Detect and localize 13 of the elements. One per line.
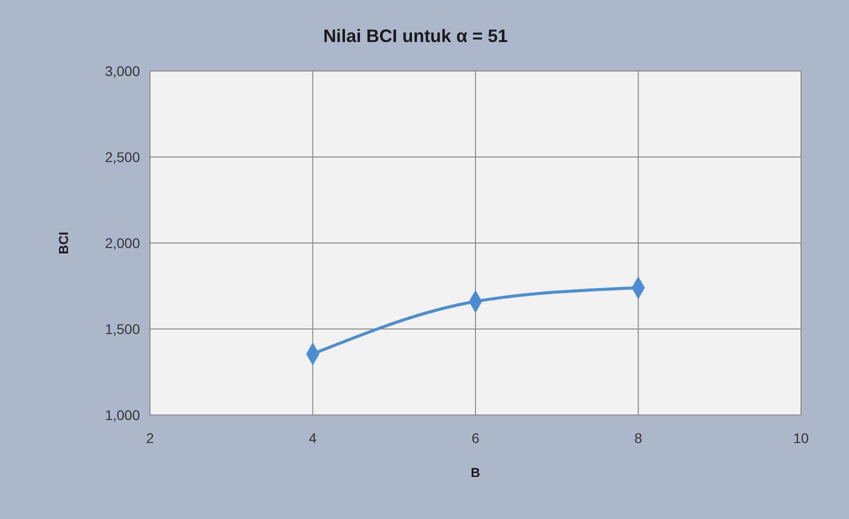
- x-tick-label: 4: [308, 430, 317, 446]
- x-tick-label: 8: [634, 430, 642, 446]
- x-tick-label: 10: [793, 430, 809, 446]
- y-tick-label: 1,000: [104, 406, 140, 423]
- y-axis-title: BCI: [56, 232, 71, 254]
- y-tick-label: 2,000: [104, 234, 140, 251]
- y-tick-label: 3,000: [104, 62, 140, 79]
- x-tick-label: 2: [146, 430, 154, 446]
- y-tick-label: 2,500: [104, 148, 140, 165]
- chart-title: Nilai BCI untuk α = 51: [323, 26, 508, 46]
- x-tick-label: 6: [472, 430, 480, 446]
- y-tick-label: 1,500: [104, 320, 140, 337]
- x-axis-title: B: [470, 465, 480, 480]
